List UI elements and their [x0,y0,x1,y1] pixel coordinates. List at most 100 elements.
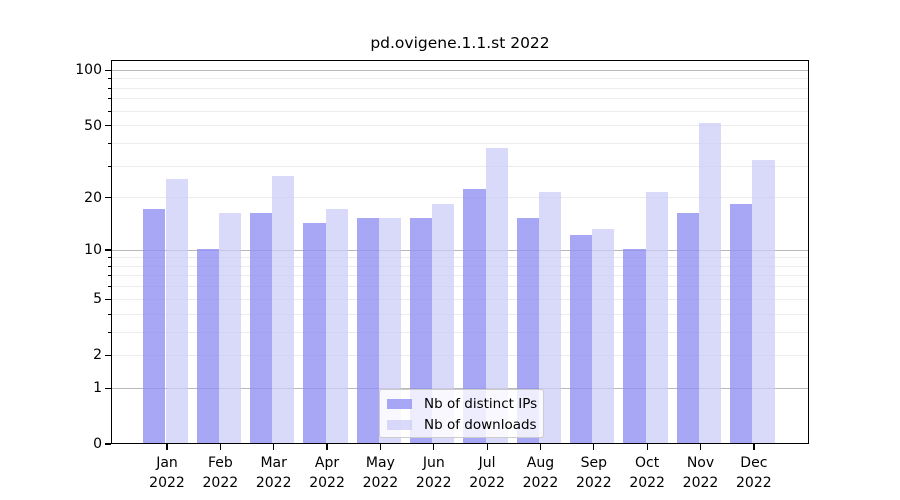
y-tick-label: 5 [93,291,102,308]
bar-distinct-ips [570,235,593,443]
minor-gridline [112,257,808,259]
bar-distinct-ips [356,218,379,443]
y-minor-tick-mark [107,313,111,315]
bar-distinct-ips [463,188,486,443]
bar-distinct-ips [410,218,433,443]
x-tick-label: Nov 2022 [682,455,719,491]
minor-gridline [112,87,808,89]
x-tick-label: Sep 2022 [575,455,612,491]
bar-downloads [432,204,455,443]
legend-label-downloads: Nb of downloads [424,417,537,433]
major-gridline [112,387,808,389]
x-tick-label: Jan 2022 [149,455,185,491]
x-tick-label: Jun 2022 [415,455,452,491]
y-tick-mark [104,249,111,251]
x-tick-label: May 2022 [362,455,399,491]
downloads-swatch-icon [387,419,412,431]
x-tick-mark [166,444,168,450]
y-minor-tick-mark [107,98,111,100]
bar-distinct-ips [623,248,646,443]
x-tick-label: Aug 2022 [522,455,559,491]
y-tick-mark [104,69,111,71]
y-tick-label: 20 [84,189,102,206]
bar-downloads [378,218,402,443]
minor-gridline [112,313,808,315]
bar-downloads [752,159,775,443]
x-tick-label: Jul 2022 [469,455,505,491]
x-tick-mark [486,444,488,450]
chart-title: pd.ovigene.1.1.st 2022 [370,34,550,52]
bar-downloads [699,122,722,443]
minor-gridline [112,265,808,267]
bar-distinct-ips [303,223,326,443]
x-tick-mark [539,444,542,450]
bar-downloads [165,178,188,443]
y-tick-mark [104,387,111,389]
minor-gridline [112,298,808,300]
y-minor-tick-mark [107,286,111,288]
legend: Nb of distinct IPs Nb of downloads [379,389,544,438]
bar-distinct-ips [196,248,219,443]
x-tick-mark [646,444,648,450]
y-tick-label: 1 [93,380,102,397]
y-tick-mark [104,443,111,445]
minor-gridline [112,275,808,277]
major-gridline [112,249,808,251]
y-tick-label: 10 [84,242,102,259]
x-tick-mark [433,444,435,450]
x-tick-label: Feb 2022 [202,455,239,491]
y-tick-mark [104,298,111,300]
bar-distinct-ips [676,213,699,443]
y-minor-tick-mark [107,165,111,167]
legend-label-distinct-ips: Nb of distinct IPs [424,396,538,412]
minor-gridline [112,98,808,100]
minor-gridline [112,110,808,112]
bar-downloads [272,175,295,443]
x-tick-mark [593,444,595,450]
y-minor-tick-mark [107,257,111,259]
y-minor-tick-mark [107,265,111,267]
bar-downloads [325,208,348,443]
x-tick-label: Apr 2022 [309,455,345,491]
y-tick-mark [104,125,111,127]
bar-distinct-ips [250,213,273,443]
minor-gridline [112,286,808,288]
y-tick-mark [104,197,111,199]
x-tick-mark [219,444,222,450]
distinct-ips-swatch-icon [387,398,412,410]
y-tick-mark [104,354,111,357]
bar-distinct-ips [516,218,539,443]
x-tick-mark [326,444,328,450]
x-tick-label: Mar 2022 [255,455,292,491]
bar-downloads [538,192,562,443]
x-tick-mark [379,444,382,450]
minor-gridline [112,354,808,356]
x-tick-label: Oct 2022 [629,455,665,491]
y-tick-label: 0 [93,436,102,452]
x-tick-mark [753,444,755,450]
minor-gridline [112,165,808,167]
y-tick-label: 100 [75,62,102,79]
y-minor-tick-mark [107,78,111,80]
bar-downloads [218,213,242,443]
x-tick-mark [273,444,275,450]
legend-item-downloads: Nb of downloads [387,416,543,434]
bar-distinct-ips [143,208,166,443]
x-tick-mark [699,444,702,450]
y-minor-tick-mark [107,87,111,89]
x-tick-label: Dec 2022 [736,455,772,491]
legend-item-distinct-ips: Nb of distinct IPs [387,395,543,413]
y-minor-tick-mark [107,275,111,277]
bar-distinct-ips [730,204,753,443]
minor-gridline [112,197,808,199]
y-tick-label: 2 [93,347,102,364]
minor-gridline [112,125,808,127]
bar-downloads [485,148,508,443]
y-minor-tick-mark [107,331,111,333]
major-gridline [112,69,808,71]
bar-downloads [645,192,668,443]
y-minor-tick-mark [107,142,111,144]
minor-gridline [112,331,808,333]
plot-area [111,60,809,444]
